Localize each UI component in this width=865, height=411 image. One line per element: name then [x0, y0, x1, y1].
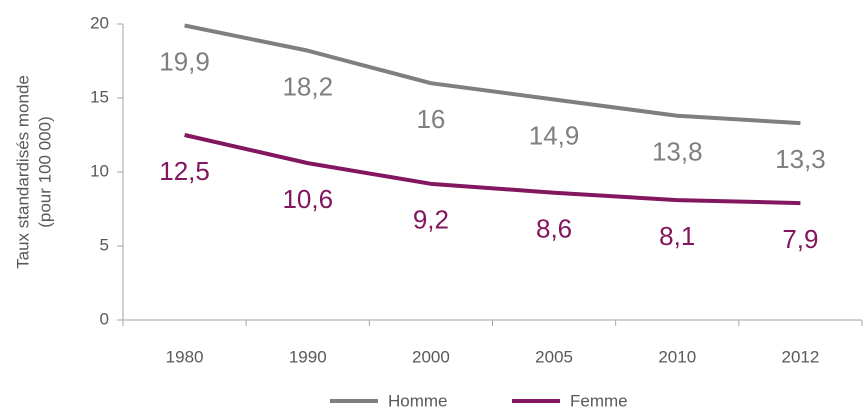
value-label: 12,5 [159, 156, 210, 186]
line [184, 133, 801, 206]
value-label: 8,6 [536, 214, 572, 244]
y-axis-label: (pour 100 000) [35, 116, 54, 228]
x-tick-label: 1980 [166, 347, 204, 366]
y-tick-label: 20 [90, 13, 109, 32]
x-tick-label: 2000 [412, 347, 450, 366]
value-label: 7,9 [782, 224, 818, 254]
value-label: 19,9 [159, 46, 210, 76]
value-label: 9,2 [413, 205, 449, 235]
y-tick-label: 0 [100, 309, 109, 328]
value-label: 18,2 [282, 72, 333, 102]
value-label: 14,9 [529, 120, 580, 150]
value-label: 10,6 [282, 184, 333, 214]
y-tick-label: 5 [100, 235, 109, 254]
y-tick-label: 10 [90, 161, 109, 180]
line [184, 23, 801, 126]
x-tick-label: 2012 [782, 347, 820, 366]
y-axis-label: Taux standardisés monde [13, 75, 32, 269]
x-tick-label: 2005 [535, 347, 573, 366]
x-tick-label: 2010 [658, 347, 696, 366]
x-tick-label: 1990 [289, 347, 327, 366]
y-tick-label: 15 [90, 87, 109, 106]
value-label: 13,8 [652, 137, 703, 167]
value-label: 8,1 [659, 221, 695, 251]
legend-label: Homme [388, 391, 448, 410]
value-label: 13,3 [775, 144, 826, 174]
legend-label: Femme [570, 391, 628, 410]
value-label: 16 [416, 104, 445, 134]
